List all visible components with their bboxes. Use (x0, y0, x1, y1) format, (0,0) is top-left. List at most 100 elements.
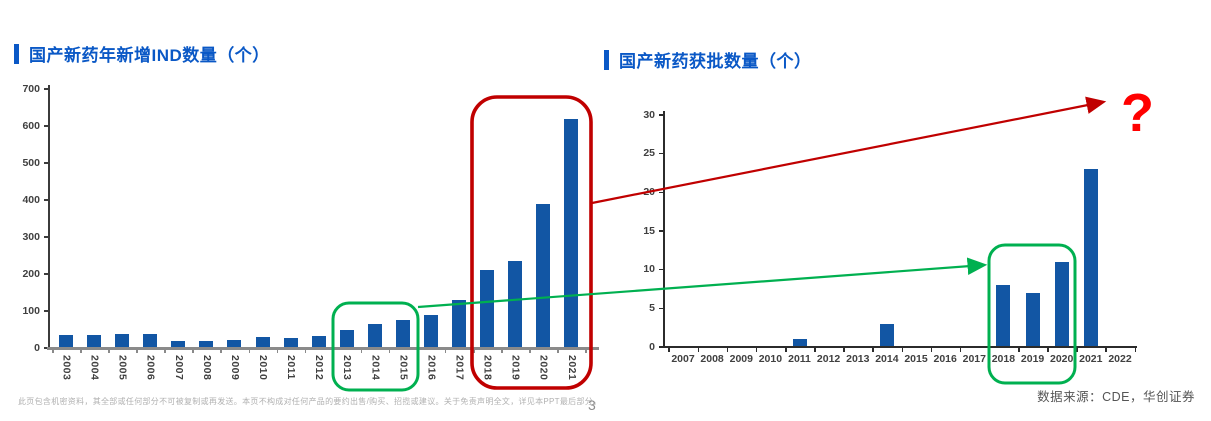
chart1-x-axis (662, 346, 1137, 348)
chart1-x-label-2007: 2007 (671, 353, 695, 365)
chart1-x-tick-13 (1047, 348, 1049, 352)
chart0-x-tick-5 (192, 349, 194, 353)
chart0-bar-2018 (480, 270, 495, 348)
chart1-y-label-5: 5 (649, 301, 655, 314)
chart0-bar-2014 (367, 323, 382, 348)
chart1-y-tick-5 (659, 307, 665, 310)
chart0-bar-2009 (227, 339, 242, 348)
chart0-x-label-2018: 2018 (481, 355, 494, 381)
chart1-bar-2014 (879, 323, 894, 347)
chart1-bar-2021 (1083, 169, 1098, 347)
chart0-y-tick-600 (44, 125, 50, 127)
chart0-x-tick-15 (473, 349, 475, 353)
red-arrow (591, 96, 1107, 205)
chart1-y-label-20: 20 (643, 185, 655, 198)
chart0-y-label-300: 300 (22, 230, 40, 243)
chart0-x-tick-3 (136, 349, 138, 353)
chart1-x-label-2021: 2021 (1079, 353, 1103, 365)
chart0-x-tick-4 (164, 349, 166, 353)
chart1-y-label-25: 25 (643, 147, 655, 160)
chart0-x-label-2013: 2013 (341, 355, 354, 381)
chart0-x-tick-10 (332, 349, 335, 353)
chart0-x-label-2003: 2003 (60, 355, 73, 381)
chart1-y-label-0: 0 (649, 340, 655, 353)
chart1-x-label-2019: 2019 (1020, 353, 1045, 365)
chart1-y-tick-15 (659, 230, 665, 232)
chart0-x-label-2016: 2016 (425, 355, 438, 381)
chart1-x-label-2014: 2014 (875, 353, 899, 365)
chart1-bar-2019 (1025, 292, 1040, 347)
chart1-x-label-2015: 2015 (904, 353, 928, 365)
chart0-y-label-700: 700 (22, 82, 40, 95)
chart1-y-axis (663, 111, 665, 347)
chart0-x-tick-19 (585, 349, 587, 353)
right-chart-title-text: 国产新药获批数量（个） (619, 52, 812, 71)
title-accent-bar-left (14, 43, 19, 64)
chart1-x-tick-11 (988, 348, 991, 352)
chart0-x-tick-6 (220, 349, 222, 353)
chart0-x-tick-14 (444, 349, 447, 353)
chart1-x-tick-5 (814, 348, 816, 352)
chart1-bar-2011 (792, 339, 807, 347)
chart1-bar-2020 (1054, 261, 1069, 347)
chart0-bar-2010 (255, 336, 270, 348)
chart1-x-tick-1 (697, 348, 700, 352)
chart1-y-label-15: 15 (643, 224, 655, 237)
chart1-x-label-2017: 2017 (962, 353, 986, 365)
chart0-y-tick-400 (44, 199, 50, 201)
chart0-bar-2005 (115, 333, 130, 348)
chart1-y-label-30: 30 (643, 108, 655, 121)
chart0-x-label-2007: 2007 (172, 355, 185, 381)
chart0-x-tick-13 (416, 349, 419, 353)
chart1-x-tick-0 (668, 348, 670, 352)
chart1-y-tick-20 (659, 191, 665, 194)
chart0-bar-2016 (423, 314, 438, 348)
chart1-y-tick-10 (659, 268, 665, 271)
question-mark: ? (1121, 83, 1154, 143)
chart0-bar-2013 (339, 329, 354, 348)
chart0-x-label-2021: 2021 (565, 355, 578, 381)
chart0-x-tick-0 (52, 349, 54, 353)
chart0-y-tick-700 (44, 88, 50, 90)
chart0-x-tick-8 (276, 349, 278, 353)
chart0-x-tick-18 (557, 349, 559, 353)
chart0-y-label-500: 500 (22, 156, 40, 169)
chart1-x-label-2018: 2018 (991, 353, 1016, 365)
chart0-x-tick-9 (304, 349, 307, 353)
chart1-x-label-2010: 2010 (758, 353, 783, 365)
chart0-y-tick-200 (44, 273, 50, 275)
chart0-y-axis (48, 85, 50, 348)
chart0-x-label-2009: 2009 (228, 355, 241, 381)
chart0-x-tick-16 (501, 349, 503, 353)
chart1-x-tick-10 (959, 348, 962, 352)
left-chart-title: 国产新药年新增IND数量（个） (14, 41, 270, 66)
chart0-bar-2012 (311, 335, 326, 348)
chart1-x-label-2016: 2016 (933, 353, 957, 365)
chart1-y-tick-30 (659, 114, 665, 116)
green-arrow (417, 257, 988, 309)
chart0-x-label-2015: 2015 (397, 355, 410, 381)
chart0-bar-2003 (59, 335, 73, 348)
chart1-x-label-2022: 2022 (1108, 353, 1132, 365)
chart1-x-tick-2 (726, 348, 729, 352)
chart0-x-label-2008: 2008 (200, 355, 213, 381)
chart0-y-tick-500 (44, 162, 50, 164)
chart1-x-label-2012: 2012 (816, 353, 841, 365)
chart1-bar-2018 (996, 285, 1011, 347)
chart0-bar-2015 (395, 320, 410, 349)
chart1-x-tick-12 (1018, 348, 1020, 352)
chart0-x-tick-17 (529, 349, 531, 353)
chart0-bar-2008 (199, 340, 214, 348)
chart0-x-axis (47, 347, 599, 350)
chart0-x-label-2014: 2014 (369, 355, 382, 381)
chart1-x-tick-6 (843, 348, 845, 352)
footer-disclaimer: 此页包含机密资料，其全部或任何部分不可被复制或再发送。本页不构成对任何产品的要约… (18, 397, 602, 406)
chart1-x-tick-14 (1076, 348, 1078, 352)
chart1-y-label-10: 10 (643, 263, 655, 276)
chart0-x-label-2020: 2020 (537, 355, 550, 381)
left-chart-title-text: 国产新药年新增IND数量（个） (29, 46, 270, 65)
chart0-y-label-600: 600 (22, 119, 40, 132)
chart0-x-label-2005: 2005 (116, 355, 129, 381)
chart1-x-tick-15 (1105, 348, 1107, 352)
